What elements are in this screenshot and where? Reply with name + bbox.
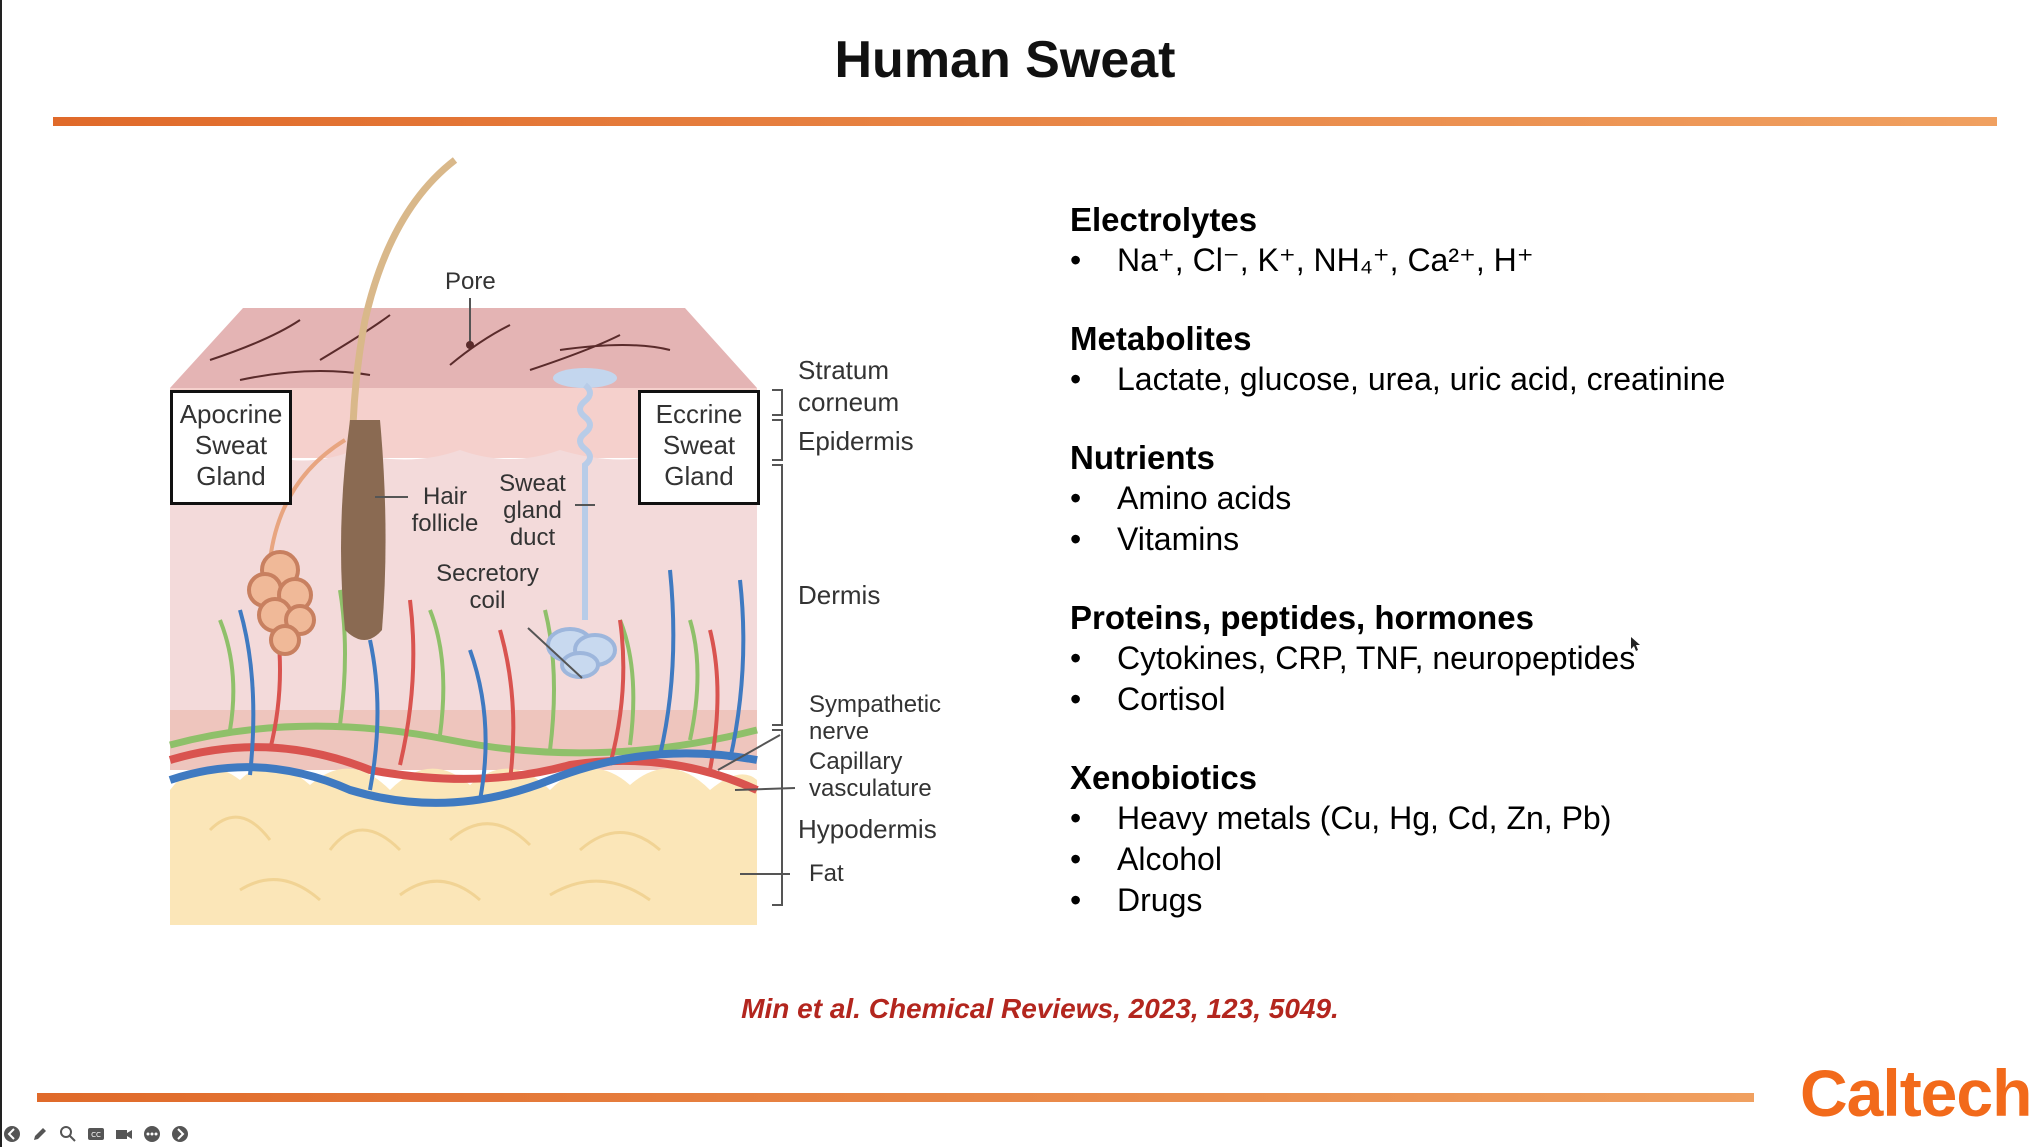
component-group: Proteins, peptides, hormones Cytokines, … (1070, 598, 1970, 720)
component-group: Nutrients Amino acids Vitamins (1070, 438, 1970, 560)
eccrine-coil (546, 627, 617, 679)
nerve-branches (218, 589, 700, 751)
component-group: Xenobiotics Heavy metals (Cu, Hg, Cd, Zn… (1070, 758, 1970, 921)
mouse-cursor-icon (1631, 637, 1640, 651)
zoom-icon[interactable] (58, 1124, 78, 1144)
sweat-components-list: Electrolytes Na⁺, Cl⁻, K⁺, NH₄⁺, Ca²⁺, H… (1070, 200, 1970, 959)
dermis-bracket (772, 464, 783, 726)
pen-icon[interactable] (30, 1124, 50, 1144)
citation: Min et al. Chemical Reviews, 2023, 123, … (741, 993, 1339, 1024)
group-heading: Metabolites (1070, 320, 1252, 357)
group-heading: Electrolytes (1070, 201, 1258, 238)
secretory-coil-label: Secretory coil (436, 560, 539, 614)
hair-follicle-label: Hair follicle (411, 483, 479, 537)
stratum-bracket (772, 389, 783, 416)
camera-icon[interactable] (114, 1124, 134, 1144)
list-item: Lactate, glucose, urea, uric acid, creat… (1070, 359, 1970, 400)
group-heading: Proteins, peptides, hormones (1070, 599, 1534, 636)
hair-follicle (341, 420, 386, 640)
dermis-label: Dermis (798, 580, 881, 610)
list-item: Amino acids (1070, 478, 1970, 519)
capillary-pointer (734, 787, 796, 791)
eccrine-pore (553, 368, 617, 388)
group-heading: Nutrients (1070, 439, 1215, 476)
group-heading: Xenobiotics (1070, 759, 1258, 796)
skin-surface (170, 308, 757, 388)
list-item: Na⁺, Cl⁻, K⁺, NH₄⁺, Ca²⁺, H⁺ (1070, 240, 1970, 281)
presentation-toolbar: CC (2, 1124, 190, 1146)
skin-illustration (168, 157, 796, 925)
vein-branches (238, 569, 746, 801)
artery-main (168, 743, 759, 794)
hypodermis-label: Hypodermis (798, 814, 937, 844)
fat-cells (208, 815, 661, 902)
eccrine-duct (577, 382, 593, 620)
sweat-duct-label: Sweat gland duct (499, 470, 566, 551)
epidermis-label: Epidermis (798, 426, 914, 456)
list-item: Drugs (1070, 880, 1970, 921)
apocrine-label: Apocrine Sweat Gland (170, 390, 292, 505)
footer-divider (37, 1093, 1754, 1102)
title-divider (53, 117, 1997, 126)
forward-icon[interactable] (170, 1124, 190, 1144)
sympathetic-nerve-label: Sympathetic nerve (809, 691, 942, 745)
component-group: Metabolites Lactate, glucose, urea, uric… (1070, 319, 1970, 400)
svg-text:CC: CC (91, 1131, 101, 1139)
captions-icon[interactable]: CC (86, 1124, 106, 1144)
component-group: Electrolytes Na⁺, Cl⁻, K⁺, NH₄⁺, Ca²⁺, H… (1070, 200, 1970, 281)
fat-label: Fat (809, 860, 844, 887)
stratum-label: Stratum corneum (798, 355, 900, 417)
back-icon[interactable] (2, 1124, 22, 1144)
fat-layer (170, 766, 757, 925)
slide-title: Human Sweat (834, 31, 1176, 89)
artery-branches (268, 589, 720, 781)
pore-dot (466, 341, 474, 349)
eccrine-label: Eccrine Sweat Gland (638, 390, 760, 505)
vein-main (168, 749, 758, 807)
list-item: Alcohol (1070, 839, 1970, 880)
list-item: Cytokines, CRP, TNF, neuropeptides (1070, 638, 1970, 679)
skin-diagram: Pore Apocrine Sweat Gland Eccrine Sweat … (150, 150, 970, 930)
capillary-label: Capillary vasculature (809, 748, 932, 802)
window-edge (0, 0, 2, 1147)
apocrine-coil (247, 550, 316, 656)
epidermis-bracket (772, 419, 783, 461)
list-item: Heavy metals (Cu, Hg, Cd, Zn, Pb) (1070, 798, 1970, 839)
pore-label: Pore (445, 268, 496, 295)
hypodermis-bracket (772, 729, 783, 906)
caltech-logo: Caltech (1800, 1056, 2032, 1130)
more-icon[interactable] (142, 1124, 162, 1144)
coil-pointer (527, 627, 583, 679)
nerve-pointer (717, 734, 781, 771)
apocrine-duct (268, 438, 347, 561)
list-item: Cortisol (1070, 679, 1970, 720)
list-item: Vitamins (1070, 519, 1970, 560)
